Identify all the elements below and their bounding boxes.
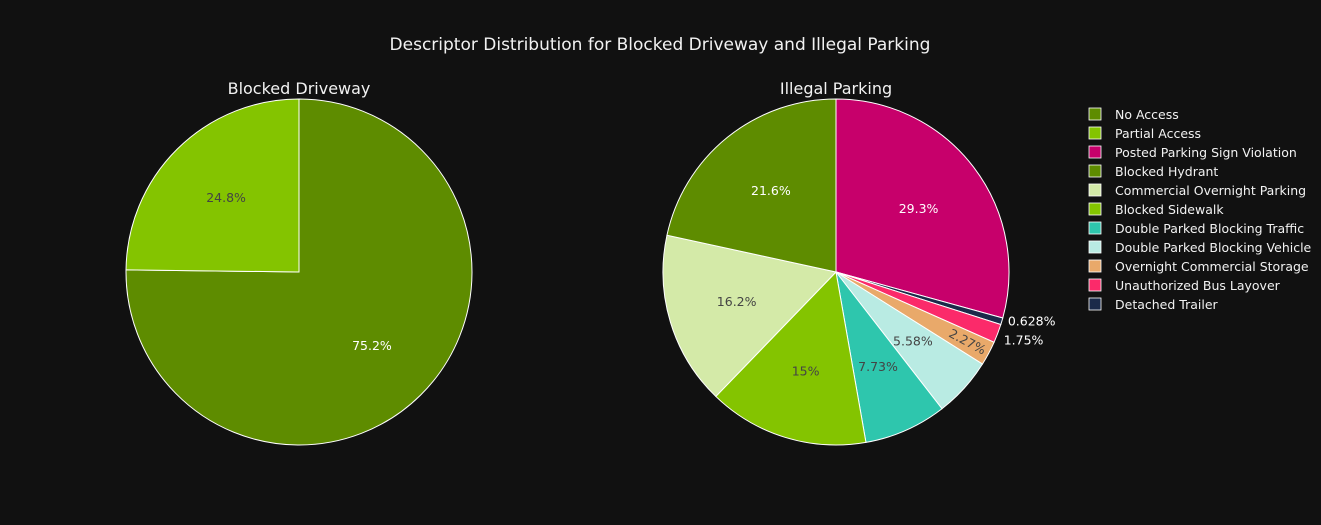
slice-label-detached-trailer: 0.628% — [1008, 313, 1056, 328]
slice-label-double-parked-blocking-vehicle: 5.58% — [893, 334, 933, 349]
legend-swatch-unauthorized-bus-layover[interactable] — [1088, 278, 1102, 292]
slice-label-double-parked-blocking-traffic: 7.73% — [858, 359, 898, 374]
legend-item-no-access[interactable]: No Access — [1115, 107, 1179, 122]
legend: No Access Partial Access Posted Parking Si… — [1088, 107, 1312, 312]
legend-item-blocked-sidewalk[interactable]: Blocked Sidewalk — [1115, 202, 1224, 217]
legend-swatch-commercial-overnight-parking[interactable] — [1088, 183, 1102, 197]
legend-swatch-partial-access[interactable] — [1088, 126, 1102, 140]
slice-label-blocked-sidewalk: 15% — [792, 363, 820, 378]
slice-label-no-access: 75.2% — [352, 338, 392, 353]
legend-item-double-parked-blocking-vehicle[interactable]: Double Parked Blocking Vehicle — [1115, 240, 1312, 255]
legend-item-commercial-overnight-parking[interactable]: Commercial Overnight Parking — [1115, 183, 1306, 198]
legend-item-blocked-hydrant[interactable]: Blocked Hydrant — [1115, 164, 1218, 179]
slice-blocked-sidewalk[interactable] — [715, 270, 867, 446]
slice-blocked-hydrant[interactable] — [666, 98, 837, 273]
legend-swatch-posted-parking-sign-violation[interactable] — [1088, 145, 1102, 159]
slice-posted-parking-sign-violation[interactable] — [835, 98, 1010, 319]
slice-label-unauthorized-bus-layover: 1.75% — [1004, 333, 1044, 348]
legend-swatch-double-parked-blocking-vehicle[interactable] — [1088, 240, 1102, 254]
legend-item-overnight-commercial-storage[interactable]: Overnight Commercial Storage — [1115, 259, 1309, 274]
legend-item-double-parked-blocking-traffic[interactable]: Double Parked Blocking Traffic — [1115, 221, 1304, 236]
slice-label-blocked-hydrant: 21.6% — [751, 183, 791, 198]
pie-title-blocked-driveway: Blocked Driveway — [228, 79, 371, 98]
pie-blocked-driveway: 75.2% 24.8% — [125, 98, 473, 446]
legend-swatch-no-access[interactable] — [1088, 107, 1102, 121]
slice-commercial-overnight-parking[interactable] — [662, 234, 837, 398]
legend-swatch-blocked-hydrant[interactable] — [1088, 164, 1102, 178]
chart-title: Descriptor Distribution for Blocked Driv… — [390, 35, 931, 55]
pie-title-illegal-parking: Illegal Parking — [780, 79, 892, 98]
legend-item-partial-access[interactable]: Partial Access — [1115, 126, 1201, 141]
legend-swatch-overnight-commercial-storage[interactable] — [1088, 259, 1102, 273]
slice-label-commercial-overnight-parking: 16.2% — [717, 294, 757, 309]
legend-swatch-blocked-sidewalk[interactable] — [1088, 202, 1102, 216]
slice-partial-access[interactable] — [125, 98, 300, 273]
legend-swatch-double-parked-blocking-traffic[interactable] — [1088, 221, 1102, 235]
slice-label-posted-parking-sign-violation: 29.3% — [899, 201, 939, 216]
slice-label-partial-access: 24.8% — [206, 190, 246, 205]
legend-item-posted-parking-sign-violation[interactable]: Posted Parking Sign Violation — [1115, 145, 1297, 160]
pie-illegal-parking: 29.3%0.628%1.75%2.27%5.58%7.73%15%16.2%2… — [662, 98, 1056, 446]
legend-item-unauthorized-bus-layover[interactable]: Unauthorized Bus Layover — [1115, 278, 1281, 293]
legend-item-detached-trailer[interactable]: Detached Trailer — [1115, 297, 1219, 312]
legend-swatch-detached-trailer[interactable] — [1088, 297, 1102, 311]
